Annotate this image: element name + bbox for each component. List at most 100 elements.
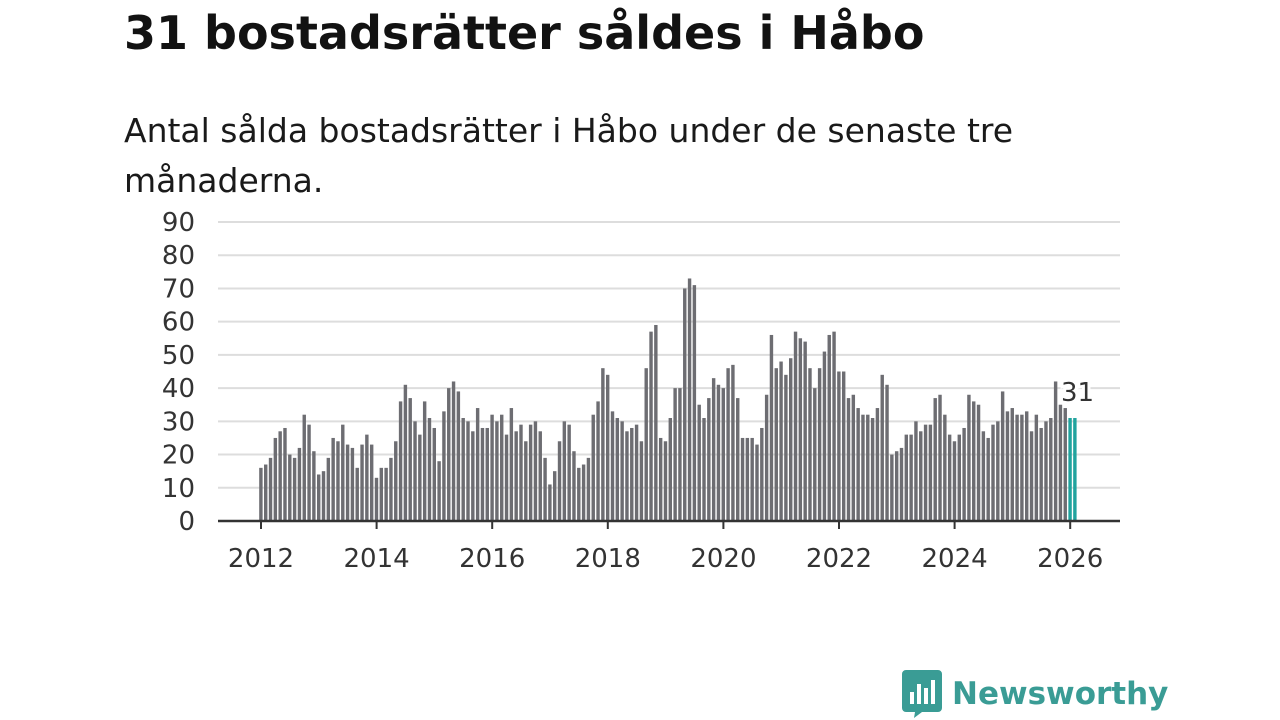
bar <box>673 388 677 521</box>
bar <box>1025 411 1029 521</box>
bar <box>991 424 995 521</box>
bar <box>1058 404 1063 521</box>
bar <box>1029 431 1034 521</box>
bar <box>601 368 605 521</box>
bar <box>620 421 624 521</box>
bar <box>447 388 451 521</box>
bar <box>707 398 711 521</box>
y-tick-label: 50 <box>162 341 195 371</box>
bar <box>923 424 928 521</box>
y-tick-label: 80 <box>162 241 195 271</box>
bar <box>856 408 860 521</box>
bar <box>480 427 485 521</box>
bar <box>273 437 278 521</box>
bar <box>514 431 518 521</box>
bar <box>490 414 494 521</box>
bar <box>779 361 783 521</box>
bar <box>581 464 586 521</box>
bar <box>365 434 369 521</box>
bar <box>615 418 620 521</box>
bar <box>875 408 880 521</box>
bar <box>461 418 465 521</box>
bar <box>605 374 610 521</box>
bar <box>678 388 682 521</box>
bar <box>422 401 427 521</box>
bar <box>798 338 803 521</box>
bar <box>297 447 302 521</box>
bar <box>658 437 663 521</box>
bar <box>822 351 827 521</box>
bar <box>331 437 335 521</box>
bar <box>355 467 359 521</box>
bar <box>519 424 523 521</box>
bar <box>702 418 706 521</box>
bar <box>745 437 750 521</box>
y-tick-label: 20 <box>162 441 195 471</box>
bar <box>837 371 841 521</box>
bar <box>442 411 446 521</box>
x-tick-label: 2018 <box>575 544 641 574</box>
bar <box>557 441 562 521</box>
bar <box>562 421 567 521</box>
bar <box>894 451 899 521</box>
bar <box>846 398 851 521</box>
x-tick-label: 2022 <box>806 544 872 574</box>
bar <box>803 341 807 521</box>
bar <box>1063 408 1067 521</box>
bar <box>1000 391 1005 521</box>
bar <box>784 374 788 521</box>
bar <box>495 421 499 521</box>
highlight-bar <box>1068 418 1072 521</box>
bar <box>639 441 644 521</box>
bar <box>432 427 437 521</box>
bar <box>1034 414 1039 521</box>
bar <box>716 384 721 521</box>
x-tick-label: 2012 <box>228 544 294 574</box>
bar <box>726 368 730 521</box>
bar <box>789 358 793 521</box>
bar <box>933 398 937 521</box>
y-tick-label: 90 <box>162 208 195 238</box>
bar <box>914 421 918 521</box>
bar <box>967 394 971 521</box>
bar <box>509 408 514 521</box>
bar <box>336 441 340 521</box>
bar <box>683 288 687 521</box>
bar <box>976 404 981 521</box>
bar <box>870 418 875 521</box>
bar <box>341 424 345 521</box>
bar <box>981 431 986 521</box>
bar <box>861 414 865 521</box>
latest-value-annotation: 31 <box>1061 378 1094 408</box>
bar <box>321 471 326 521</box>
bar <box>577 467 581 521</box>
bar <box>851 394 856 521</box>
bar <box>610 411 615 521</box>
bar <box>919 431 923 521</box>
bar <box>928 424 933 521</box>
bar <box>451 381 456 521</box>
bar <box>654 324 658 521</box>
bar <box>528 424 533 521</box>
bar <box>543 457 547 521</box>
bar <box>1039 427 1043 521</box>
bar <box>283 427 287 521</box>
bar <box>572 451 576 521</box>
bar <box>379 467 384 521</box>
brand-name[interactable]: Newsworthy <box>952 676 1169 712</box>
bar <box>1053 381 1058 521</box>
bar <box>466 421 470 521</box>
bar <box>591 414 595 521</box>
bar <box>750 437 754 521</box>
bar <box>774 368 778 521</box>
bar <box>972 401 976 521</box>
bar <box>904 434 909 521</box>
bar <box>1010 408 1014 521</box>
bar <box>312 451 316 521</box>
bar <box>504 434 509 521</box>
newsworthy-logo-icon <box>902 670 942 718</box>
bar <box>663 441 668 521</box>
bar <box>268 457 273 521</box>
brand-logo[interactable]: Newsworthy <box>902 670 1168 718</box>
